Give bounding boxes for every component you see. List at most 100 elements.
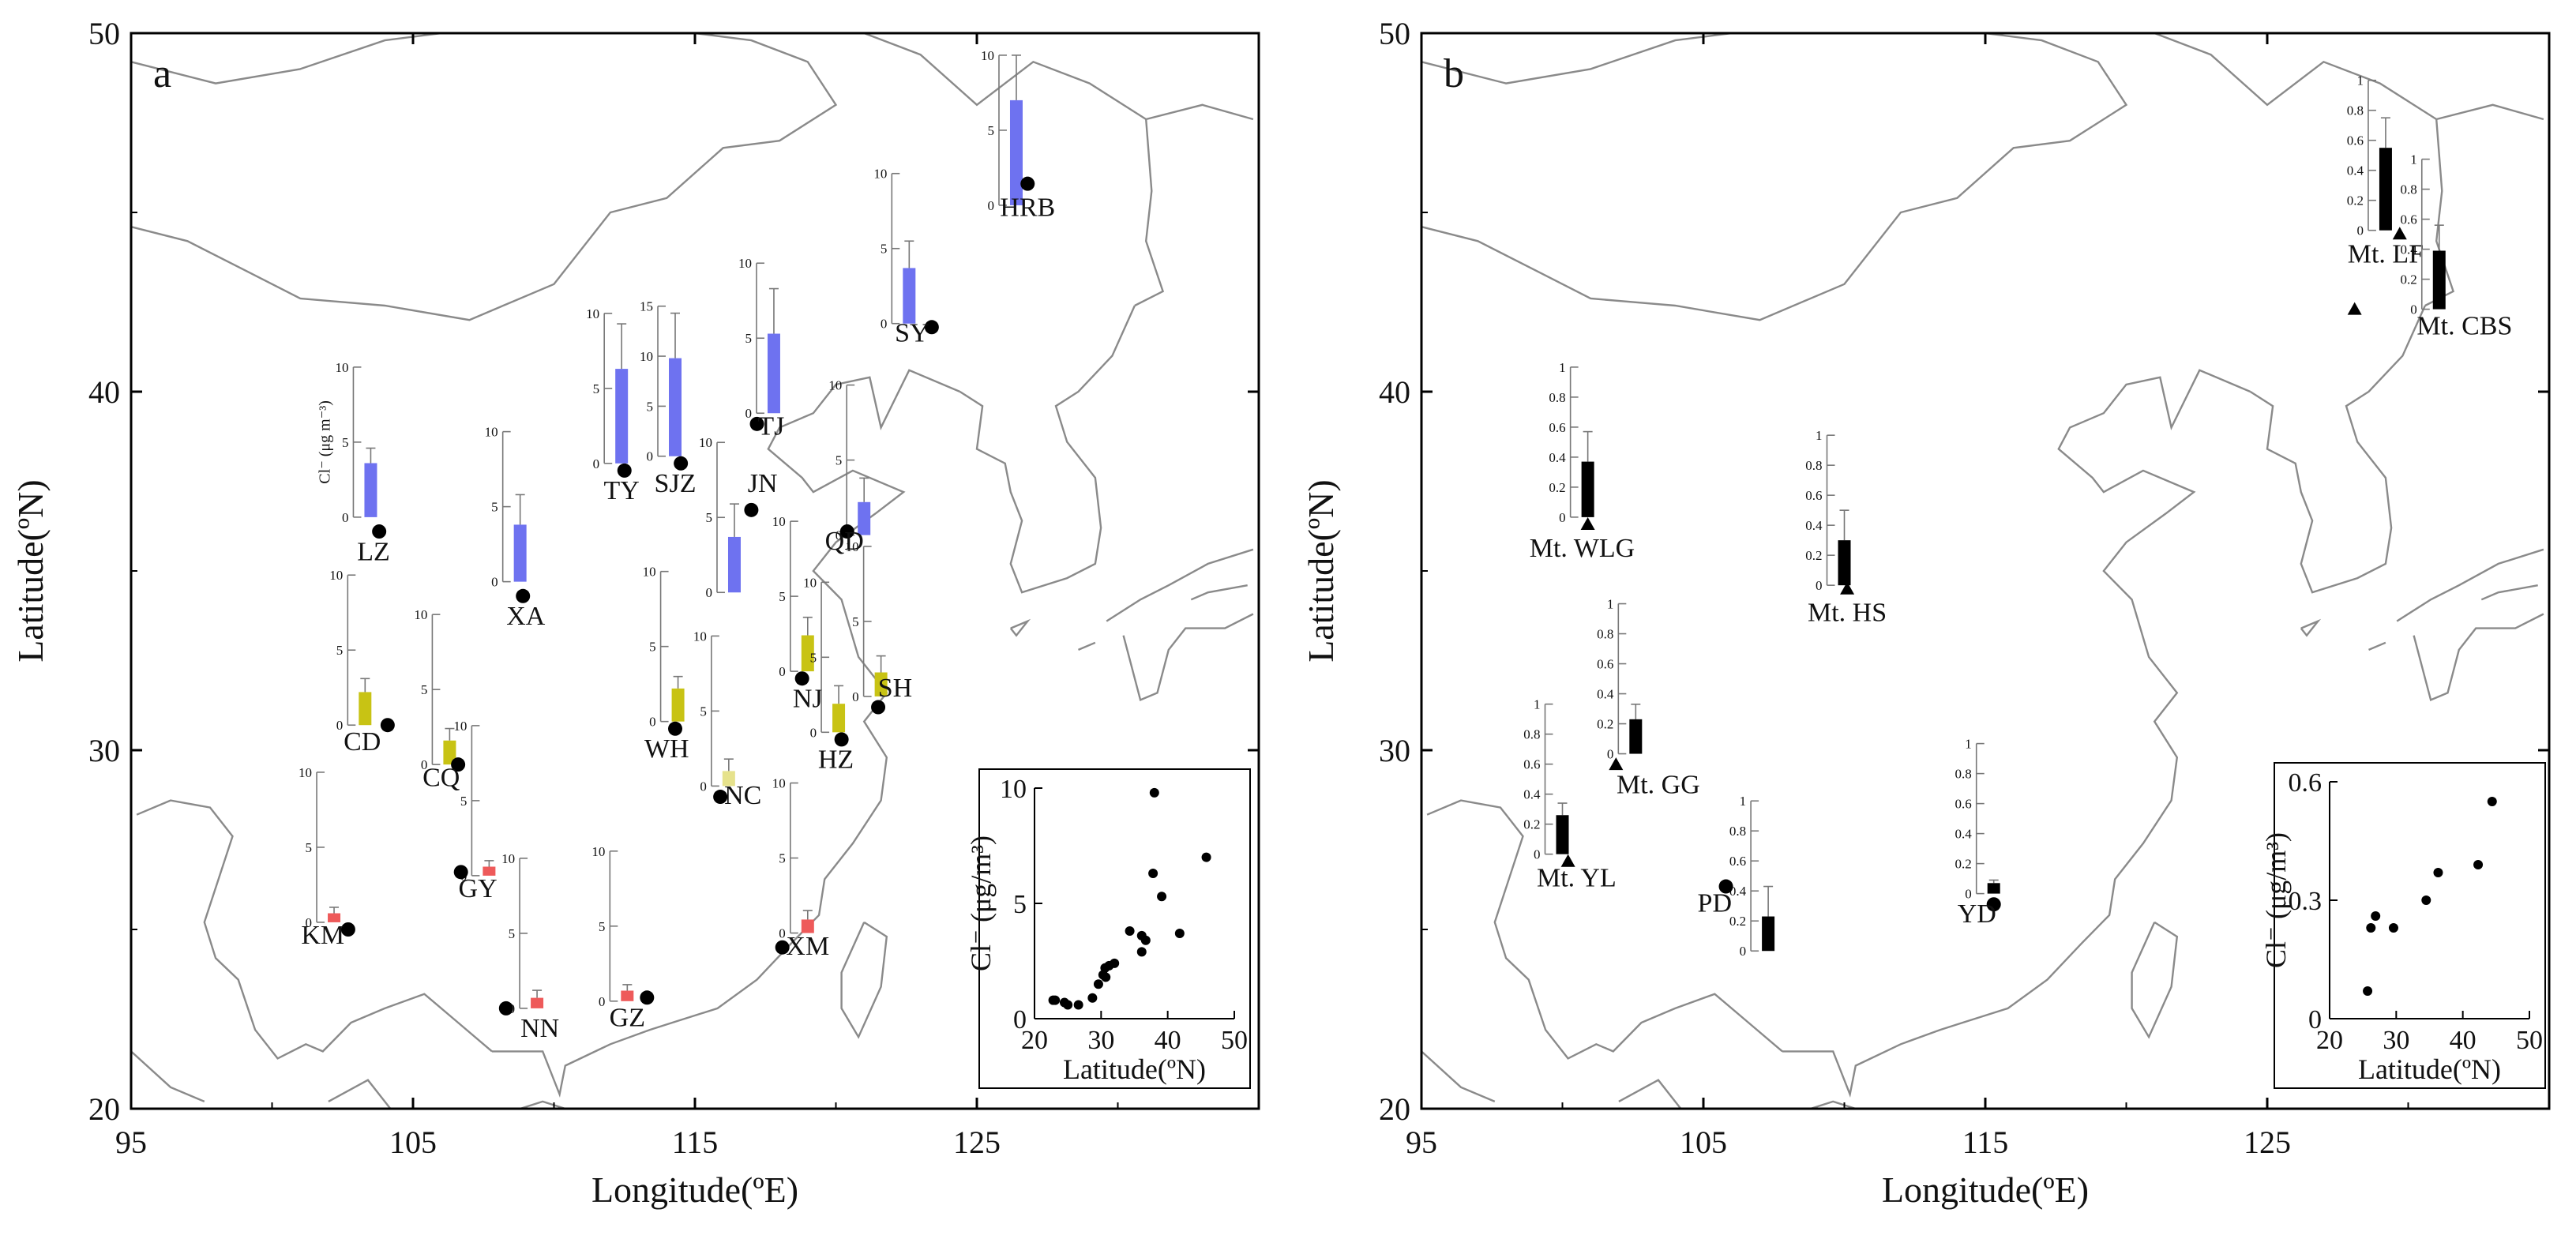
coastline-8 (328, 1079, 392, 1109)
bar-tick-label: 1 (1965, 737, 1972, 752)
x-tick-label: 125 (2244, 1124, 2291, 1160)
coastline-2 (863, 32, 1254, 121)
inset-y-tick-label: 0.3 (2289, 887, 2323, 916)
inset-scatter: 20 30 40 50 0 5 10 Latitude(ºN) Cl⁻ (μg/m³) (965, 768, 1251, 1089)
site-label: NJ (793, 685, 823, 714)
bar-tick-label: 0.4 (1597, 687, 1614, 702)
bar-tick-label: 0 (1965, 887, 1972, 902)
site-marker (674, 456, 689, 471)
coastline-10 (520, 1100, 566, 1110)
y-tick-label: 30 (88, 733, 120, 768)
inset-x-tick-label: 30 (1087, 1026, 1114, 1055)
bar-tick-label: 10 (453, 719, 467, 734)
bar-hrb (1009, 99, 1023, 205)
inset-point (1093, 979, 1103, 989)
bar-tick-label: 10 (846, 539, 859, 554)
coastline-15 (2300, 618, 2322, 637)
site-label: SJZ (655, 469, 697, 498)
bar-tick-label: 0.8 (1523, 727, 1540, 742)
bar-tick-label: 1 (2356, 73, 2364, 88)
bar-tick-label: 0 (852, 689, 859, 704)
inset-point (1136, 947, 1147, 957)
bar-nc (722, 771, 735, 787)
site-marker (668, 721, 683, 736)
inset-frame (978, 768, 1251, 1089)
bar-tick-label: 5 (700, 704, 707, 719)
site-label: Mt. HS (1808, 599, 1887, 628)
site-marker (744, 502, 759, 517)
site-label: NN (520, 1014, 559, 1043)
bar-tick-label: 0 (1559, 510, 1566, 525)
bar-tick-label: 0 (593, 456, 600, 471)
y-tick-label: 30 (1379, 733, 1410, 768)
site-cd: 0 5 10 CD (329, 568, 395, 757)
site-marker (453, 865, 468, 880)
site-xa: 0 5 10 XA (485, 425, 546, 631)
bar-nn (531, 997, 544, 1008)
bar-tick-label: 0.8 (1729, 824, 1746, 839)
site-label: Mt. WLG (1530, 534, 1635, 563)
coastline-14 (1078, 641, 1096, 651)
panel-label: b (1444, 51, 1464, 96)
x-axis-label: Longitude(ºE) (1882, 1170, 2089, 1210)
coastline-14 (2368, 641, 2386, 651)
bar-tick-label: 1 (1559, 360, 1566, 375)
bar-tick-label: 0 (491, 575, 498, 590)
site-label: CD (344, 727, 381, 757)
bar-tick-label: 10 (414, 607, 427, 622)
bar-mtwlg (1581, 461, 1594, 517)
site-label: Mt. YL (1537, 864, 1617, 893)
bar-axis-unit-label: Cl⁻ (μg m⁻³) (316, 400, 333, 484)
coastline-7 (1421, 1050, 1496, 1103)
site-marker (451, 757, 466, 772)
inset-point (2371, 911, 2381, 921)
site-gz: 0 5 10 GZ (591, 844, 655, 1033)
bar-tick-label: 1 (1607, 597, 1614, 612)
bar-tick-label: 5 (779, 851, 786, 866)
bar-tick-label: 10 (591, 844, 605, 859)
bar-pd (1762, 916, 1775, 952)
bar-tick-label: 0 (1740, 944, 1747, 959)
bar-tick-label: 0.4 (1805, 518, 1823, 533)
bar-tick-label: 0.8 (1597, 627, 1613, 642)
bar-tick-label: 0.2 (1523, 817, 1540, 832)
bar-tick-label: 10 (828, 378, 842, 393)
bar-tick-label: 5 (593, 381, 600, 396)
site-label: QD (825, 527, 864, 556)
bar-tick-label: 0 (836, 528, 843, 543)
inset-x-tick-label: 50 (2516, 1026, 2543, 1055)
site-xm: 0 5 10 XM (772, 776, 829, 961)
bar-km (328, 913, 341, 922)
y-tick-label: 50 (88, 16, 120, 51)
site-label: JN (748, 469, 778, 498)
inset-y-tick-label: 10 (1000, 775, 1027, 804)
bar-xm (801, 919, 814, 933)
y-axis-label: Latitude(ºN) (10, 479, 51, 662)
bar-tick-label: 0 (342, 510, 349, 525)
bar-tick-label: 10 (586, 306, 599, 321)
site-marker (380, 718, 395, 733)
bar-tick-label: 0 (599, 994, 606, 1009)
inset-point (2421, 895, 2431, 905)
bar-tick-label: 0 (649, 715, 656, 730)
bar-tick-label: 10 (299, 765, 312, 780)
bar-tick-label: 0 (421, 757, 428, 772)
bar-tick-label: 5 (491, 500, 498, 515)
bar-tick-label: 0 (1607, 747, 1614, 762)
site-label: TJ (757, 411, 784, 441)
coastline-3 (1134, 118, 1165, 307)
bar-tick-label: 10 (699, 435, 712, 450)
bar-tick-label: 5 (649, 640, 656, 655)
bar-tick-label: 0 (2356, 223, 2364, 238)
bar-tick-label: 5 (599, 919, 606, 934)
site-label: GZ (610, 1004, 645, 1033)
site-hrb: 0 5 10 HRB (981, 48, 1055, 223)
bar-tick-label: 15 (640, 299, 653, 314)
bar-tick-label: 0.6 (1955, 797, 1971, 812)
site-marker (839, 524, 854, 539)
bar-cd (359, 692, 372, 726)
inset-point (2388, 923, 2398, 933)
bar-tick-label: 0 (779, 664, 786, 679)
coastline-0 (130, 32, 838, 321)
